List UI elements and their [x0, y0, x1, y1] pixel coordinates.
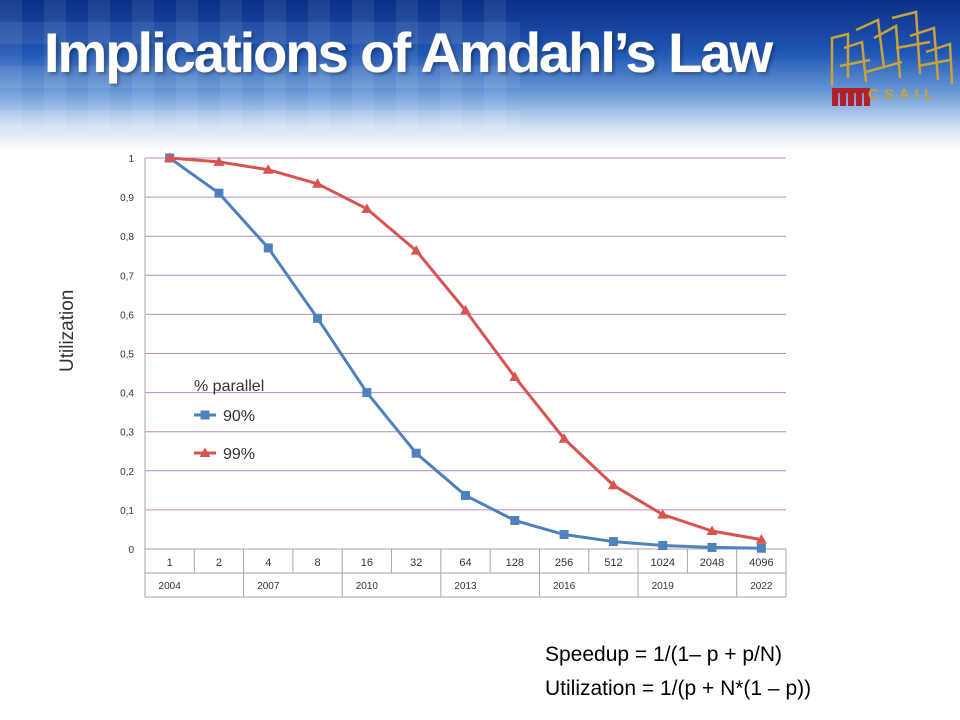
year-label: 2016 — [553, 581, 576, 592]
x-tick-label: 256 — [555, 557, 573, 569]
utilization-formula: Utilization = 1/(p + N*(1 – p)) — [545, 677, 812, 700]
data-point — [657, 509, 669, 519]
y-tick-label: 0,9 — [120, 193, 134, 204]
data-point — [312, 178, 324, 188]
y-tick-label: 0,6 — [120, 310, 134, 321]
y-tick-label: 0,7 — [120, 271, 134, 282]
data-point — [607, 479, 619, 490]
x-tick-label: 8 — [315, 557, 321, 569]
data-point — [558, 433, 570, 443]
data-point — [755, 534, 767, 544]
data-point — [213, 156, 225, 166]
data-point — [164, 152, 176, 162]
data-point — [313, 313, 323, 323]
x-tick-label: 16 — [361, 557, 373, 569]
y-tick-label: 0,4 — [120, 389, 134, 400]
data-point — [361, 203, 373, 213]
x-tick-label: 1 — [167, 557, 173, 569]
banner-pattern — [0, 0, 520, 130]
legend-label: 90% — [223, 408, 255, 425]
legend-label: 99% — [223, 446, 255, 463]
data-point — [756, 543, 766, 553]
year-label: 2022 — [750, 581, 773, 592]
year-label: 2019 — [652, 581, 675, 592]
x-tick-label: 1024 — [650, 557, 674, 569]
y-tick-label: 0,3 — [120, 428, 134, 439]
data-point — [608, 537, 618, 547]
year-label: 2004 — [159, 581, 182, 592]
year-label: 2013 — [454, 581, 477, 592]
y-tick-label: 0,8 — [120, 232, 134, 243]
x-tick-label: 4096 — [749, 557, 773, 569]
year-label: 2010 — [356, 581, 379, 592]
data-point — [706, 525, 718, 536]
x-tick-label: 32 — [410, 557, 422, 569]
speedup-formula: Speedup = 1/(1– p + p/N) — [545, 643, 782, 666]
legend-marker — [200, 410, 210, 420]
data-point — [362, 388, 372, 398]
x-tick-label: 512 — [604, 557, 622, 569]
series-line-1 — [169, 156, 762, 542]
data-point — [461, 490, 470, 500]
y-tick-label: 0,2 — [120, 467, 134, 478]
data-point — [510, 515, 520, 525]
building-outline-icon — [830, 10, 954, 86]
data-point — [460, 304, 471, 315]
data-point — [262, 164, 274, 174]
data-point — [658, 540, 668, 550]
y-tick-label: 0,1 — [120, 506, 134, 517]
x-tick-label: 2 — [216, 557, 222, 569]
y-tick-label: 0 — [128, 545, 134, 556]
title-banner — [0, 0, 960, 150]
data-point — [214, 188, 224, 198]
data-point — [263, 243, 273, 253]
data-point — [410, 245, 422, 255]
data-point — [707, 542, 717, 552]
year-label: 2007 — [257, 581, 280, 592]
y-tick-label: 1 — [128, 154, 134, 165]
data-point — [509, 371, 521, 381]
legend-marker — [199, 447, 211, 457]
mit-mark — [832, 88, 870, 106]
logo-text: CSAIL — [868, 86, 938, 103]
x-tick-label: 128 — [506, 557, 524, 569]
x-tick-label: 2048 — [700, 557, 724, 569]
slide-title: Implications of Amdahl’s Law — [44, 21, 773, 84]
csail-logo — [830, 10, 954, 106]
data-point — [411, 448, 421, 458]
y-tick-label: 0,5 — [120, 350, 134, 361]
legend-title: % parallel — [194, 378, 264, 395]
x-tick-label: 4 — [265, 557, 271, 569]
x-tick-label: 64 — [459, 557, 471, 569]
data-point — [559, 530, 569, 540]
y-axis-label: Utilization — [57, 289, 78, 372]
